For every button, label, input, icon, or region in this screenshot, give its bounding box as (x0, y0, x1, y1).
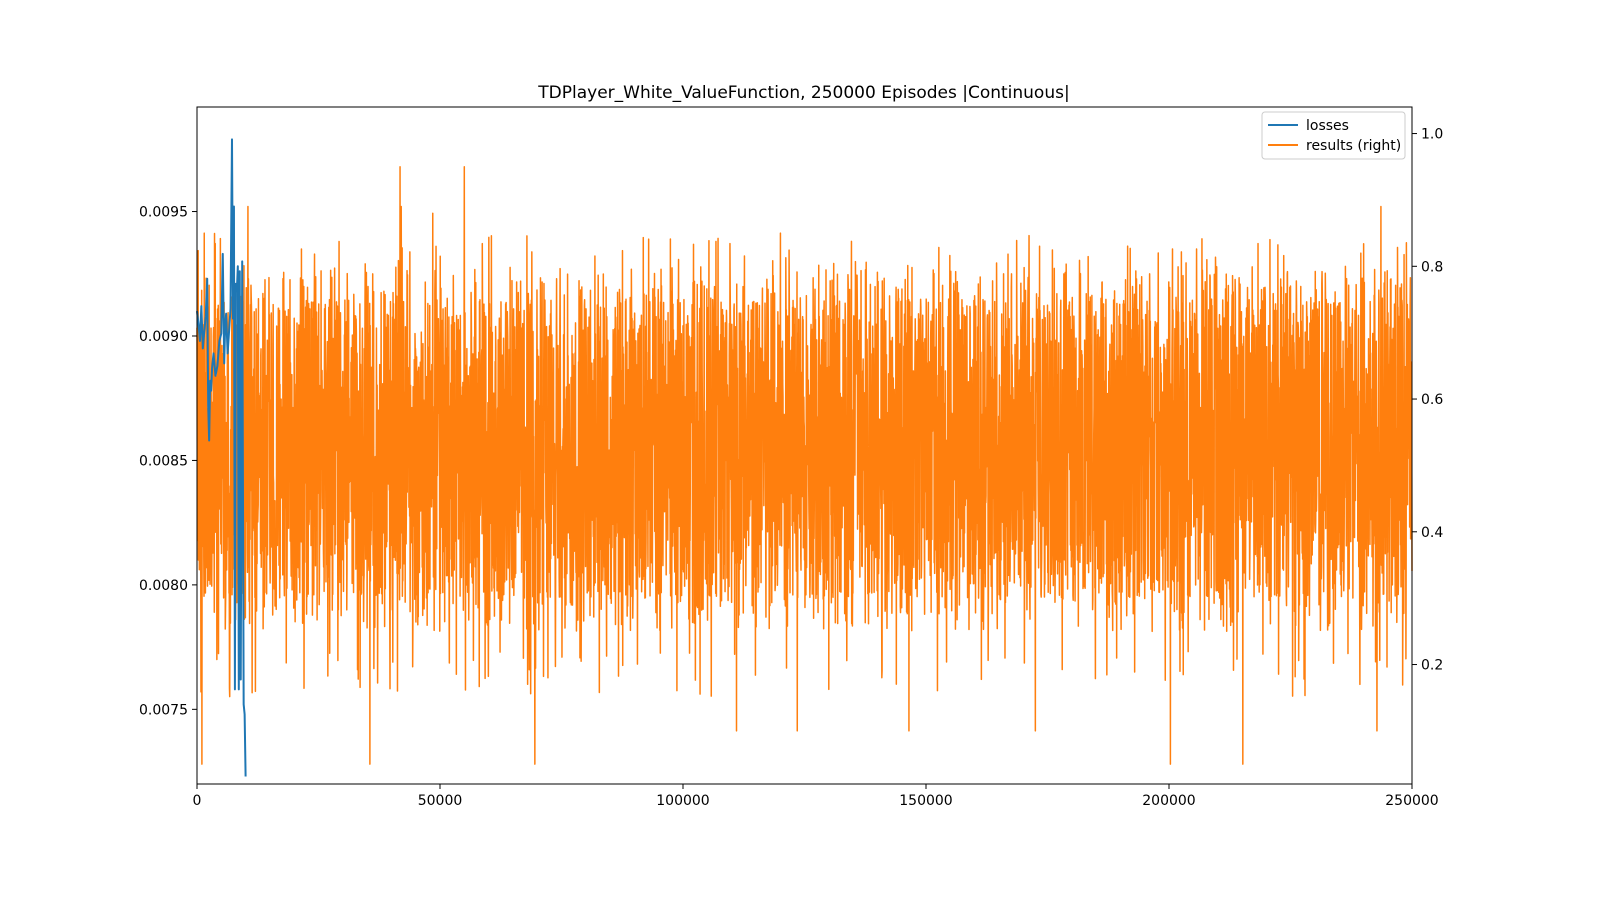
y-left-tick-label: 0.0075 (139, 702, 188, 718)
x-tick-label: 200000 (1142, 793, 1195, 809)
legend: losses results (right) (1261, 111, 1406, 160)
y-right-tick-label: 0.4 (1421, 525, 1443, 541)
y-right-tick-label: 0.2 (1421, 658, 1443, 674)
y-left-tick-label: 0.0085 (139, 453, 188, 469)
y-right-tick-label: 1.0 (1421, 127, 1443, 143)
plot-frame (196, 106, 1413, 785)
x-tick-label: 250000 (1385, 793, 1438, 809)
x-tick-label: 150000 (899, 793, 952, 809)
legend-box (1261, 111, 1406, 160)
x-tick-label: 100000 (656, 793, 709, 809)
legend-label-losses: losses (1306, 118, 1349, 134)
series-layer (196, 138, 1413, 777)
y-left-tick-label: 0.0080 (139, 578, 188, 594)
x-tick-label: 50000 (418, 793, 463, 809)
y-left-tick-label: 0.0095 (139, 205, 188, 221)
y-left-tick-label: 0.0090 (139, 329, 188, 345)
x-tick-label: 0 (193, 793, 202, 809)
y-axis-right: 0.2 0.4 0.6 0.8 1.0 (1412, 127, 1443, 674)
y-right-tick-label: 0.6 (1421, 392, 1443, 408)
series-losses-line (196, 138, 247, 777)
x-axis: 0 50000 100000 150000 200000 250000 (193, 784, 1439, 809)
legend-label-results: results (right) (1306, 138, 1401, 154)
y-right-tick-label: 0.8 (1421, 259, 1443, 275)
y-axis-left: 0.0075 0.0080 0.0085 0.0090 0.0095 (139, 205, 197, 718)
chart-title: TDPlayer_White_ValueFunction, 250000 Epi… (537, 83, 1069, 103)
series-results-line (196, 165, 1413, 765)
